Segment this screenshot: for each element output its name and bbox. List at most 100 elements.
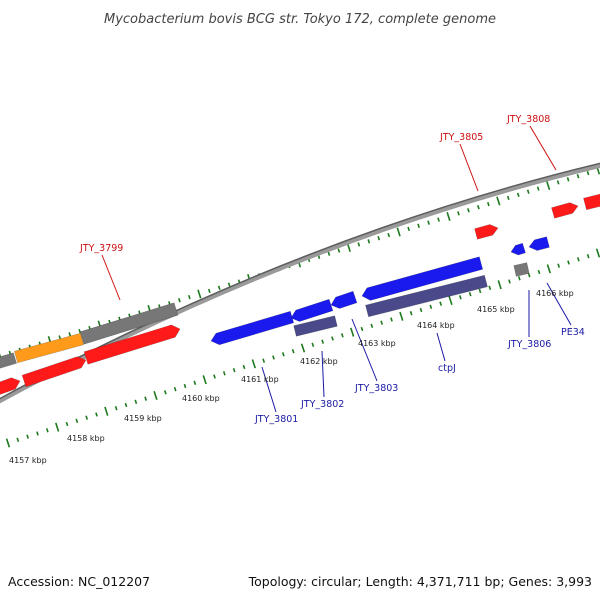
lower-tick bbox=[497, 280, 502, 290]
lower-tick bbox=[114, 406, 118, 411]
lower-tick bbox=[527, 273, 531, 278]
lower-tick-row bbox=[5, 248, 600, 448]
lower-tick bbox=[546, 264, 551, 274]
gene-arrow-blue bbox=[330, 290, 358, 309]
gene-arrow-orange bbox=[14, 332, 84, 364]
gene-arrow-blue bbox=[528, 236, 550, 251]
genome-backbone bbox=[0, 162, 600, 404]
lower-tick bbox=[557, 263, 561, 268]
gene-arrow-gray bbox=[79, 302, 179, 345]
lower-tick bbox=[537, 269, 541, 275]
upper-tick bbox=[566, 177, 570, 182]
lower-tick bbox=[586, 254, 590, 259]
upper-tick bbox=[477, 205, 480, 210]
tick-label: 4159 kbp bbox=[124, 414, 162, 423]
upper-tick bbox=[207, 288, 211, 294]
lower-tick bbox=[576, 257, 580, 262]
lower-tick bbox=[124, 402, 128, 408]
gene-label: PE34 bbox=[561, 327, 585, 338]
gene-label: JTY_3806 bbox=[507, 339, 551, 350]
gene-label: JTY_3799 bbox=[79, 243, 123, 254]
upper-tick bbox=[437, 217, 440, 222]
lower-tick bbox=[567, 260, 570, 265]
gene-arrow-red bbox=[551, 202, 579, 219]
lower-tick bbox=[36, 431, 39, 436]
tick-label: 4165 kbp bbox=[477, 305, 515, 314]
upper-tick bbox=[197, 289, 202, 299]
lower-tick bbox=[478, 288, 482, 294]
lower-tick bbox=[380, 320, 384, 325]
lower-tick bbox=[55, 422, 60, 432]
gene-arrow-red bbox=[83, 324, 181, 365]
upper-tick bbox=[586, 170, 590, 176]
lower-tick bbox=[183, 383, 187, 389]
lower-tick bbox=[429, 304, 433, 309]
upper-tick bbox=[396, 227, 401, 237]
lower-tick bbox=[95, 412, 98, 417]
lower-tick bbox=[104, 406, 109, 416]
lower-tick bbox=[439, 301, 443, 306]
gene-arrow-blue bbox=[210, 310, 295, 346]
lower-tick bbox=[251, 359, 256, 369]
lower-tick bbox=[291, 349, 295, 354]
lower-tick bbox=[5, 438, 11, 448]
upper-tick bbox=[178, 298, 181, 303]
tick-label: 4158 kbp bbox=[67, 434, 105, 443]
upper-tick bbox=[526, 189, 530, 194]
gene-label: JTY_3805 bbox=[439, 132, 483, 143]
gene-arrow-slate bbox=[293, 315, 338, 337]
lower-tick bbox=[448, 295, 453, 306]
genome-summary-text: Topology: circular; Length: 4,371,711 bp… bbox=[248, 574, 592, 589]
gene-arrow-gray bbox=[513, 262, 530, 277]
gene-arrow-blue bbox=[510, 242, 526, 256]
lower-tick bbox=[16, 437, 20, 442]
tick-label: 4163 kbp bbox=[358, 339, 396, 348]
gene-features bbox=[0, 193, 600, 395]
tick-label: 4166 kbp bbox=[536, 289, 574, 298]
lower-tick bbox=[153, 390, 158, 401]
gene-arrow-blue bbox=[290, 298, 334, 322]
lower-tick bbox=[134, 399, 138, 404]
lower-tick bbox=[193, 380, 197, 385]
lower-tick bbox=[281, 352, 285, 357]
upper-tick bbox=[446, 211, 451, 222]
lower-tick bbox=[370, 323, 374, 328]
lower-tick bbox=[350, 327, 355, 337]
upper-tick bbox=[516, 192, 520, 197]
lower-tick bbox=[458, 295, 462, 300]
gene-label: JTY_3802 bbox=[300, 399, 344, 410]
upper-tick bbox=[357, 242, 361, 247]
lower-tick bbox=[409, 311, 413, 316]
map-title: Mycobacterium bovis BCG str. Tokyo 172, … bbox=[104, 12, 496, 27]
tick-label: 4160 kbp bbox=[182, 394, 220, 403]
gene-arrow-red bbox=[0, 377, 21, 395]
label-leader-lines bbox=[101, 125, 572, 413]
lower-tick bbox=[262, 358, 266, 363]
leader-line bbox=[529, 125, 557, 171]
upper-tick bbox=[487, 201, 490, 207]
gene-arrow-blue bbox=[361, 256, 484, 301]
lower-tick bbox=[399, 311, 404, 321]
lower-tick bbox=[213, 374, 216, 379]
lower-tick bbox=[144, 396, 148, 401]
lower-tick bbox=[75, 418, 79, 423]
tick-label: 4162 kbp bbox=[300, 357, 338, 366]
lower-tick bbox=[163, 390, 167, 395]
lower-tick bbox=[45, 428, 49, 433]
leader-line bbox=[459, 143, 479, 192]
lower-tick bbox=[419, 307, 423, 313]
upper-tick bbox=[337, 248, 341, 253]
lower-tick bbox=[340, 333, 344, 338]
upper-tick bbox=[58, 335, 62, 340]
lower-tick bbox=[331, 336, 334, 341]
tick-label: 4164 kbp bbox=[417, 321, 455, 330]
lower-tick bbox=[242, 364, 246, 370]
lower-tick bbox=[390, 317, 393, 322]
leader-line bbox=[546, 282, 572, 326]
lower-tick bbox=[595, 248, 600, 258]
gene-label: JTY_3808 bbox=[506, 114, 550, 125]
lower-tick bbox=[508, 279, 511, 284]
gene-label: JTY_3801 bbox=[254, 414, 298, 425]
gene-label: ctpJ bbox=[438, 363, 456, 374]
lower-tick bbox=[488, 285, 492, 290]
